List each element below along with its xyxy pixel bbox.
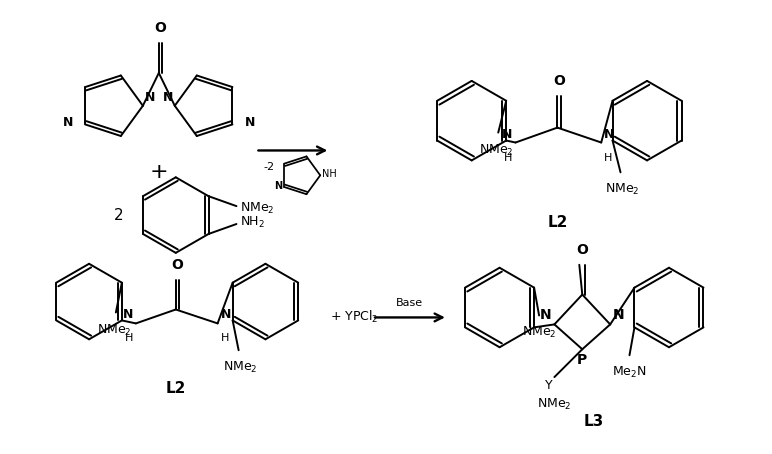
Text: Me$_2$N: Me$_2$N bbox=[612, 365, 647, 380]
Text: N: N bbox=[540, 308, 551, 322]
Text: NH$_2$: NH$_2$ bbox=[240, 214, 266, 230]
Text: L3: L3 bbox=[584, 414, 604, 429]
Text: H: H bbox=[124, 333, 133, 343]
Text: NMe$_2$: NMe$_2$ bbox=[522, 326, 557, 340]
Text: NMe$_2$: NMe$_2$ bbox=[479, 143, 513, 158]
Text: O: O bbox=[171, 258, 183, 272]
Text: P: P bbox=[577, 353, 587, 367]
Text: L2: L2 bbox=[165, 381, 186, 396]
Text: -2: -2 bbox=[263, 163, 275, 173]
Text: Y: Y bbox=[545, 379, 553, 392]
Text: NMe$_2$: NMe$_2$ bbox=[240, 201, 275, 216]
Text: N: N bbox=[123, 308, 133, 321]
Text: 2: 2 bbox=[114, 207, 124, 222]
Text: H: H bbox=[504, 153, 513, 163]
Text: NMe$_2$: NMe$_2$ bbox=[605, 182, 640, 197]
Text: H: H bbox=[604, 153, 613, 163]
Text: N: N bbox=[63, 116, 73, 129]
Text: N: N bbox=[502, 128, 513, 141]
Text: H: H bbox=[221, 333, 229, 343]
Text: N: N bbox=[221, 308, 231, 321]
Text: N: N bbox=[162, 91, 173, 104]
Text: + YPCl$_2$: + YPCl$_2$ bbox=[330, 309, 379, 326]
Text: NMe$_2$: NMe$_2$ bbox=[223, 360, 258, 375]
Text: NH: NH bbox=[322, 169, 337, 179]
Text: N: N bbox=[145, 91, 155, 104]
Text: N: N bbox=[613, 308, 625, 322]
Text: O: O bbox=[154, 21, 166, 35]
Text: L2: L2 bbox=[547, 215, 567, 230]
Text: Base: Base bbox=[396, 297, 424, 307]
Text: +: + bbox=[150, 163, 168, 183]
Text: N: N bbox=[274, 181, 283, 191]
Text: O: O bbox=[553, 74, 565, 88]
Text: NMe$_2$: NMe$_2$ bbox=[96, 322, 131, 337]
Text: N: N bbox=[245, 116, 255, 129]
Text: N: N bbox=[604, 128, 615, 141]
Text: NMe$_2$: NMe$_2$ bbox=[537, 397, 572, 412]
Text: O: O bbox=[577, 243, 588, 257]
